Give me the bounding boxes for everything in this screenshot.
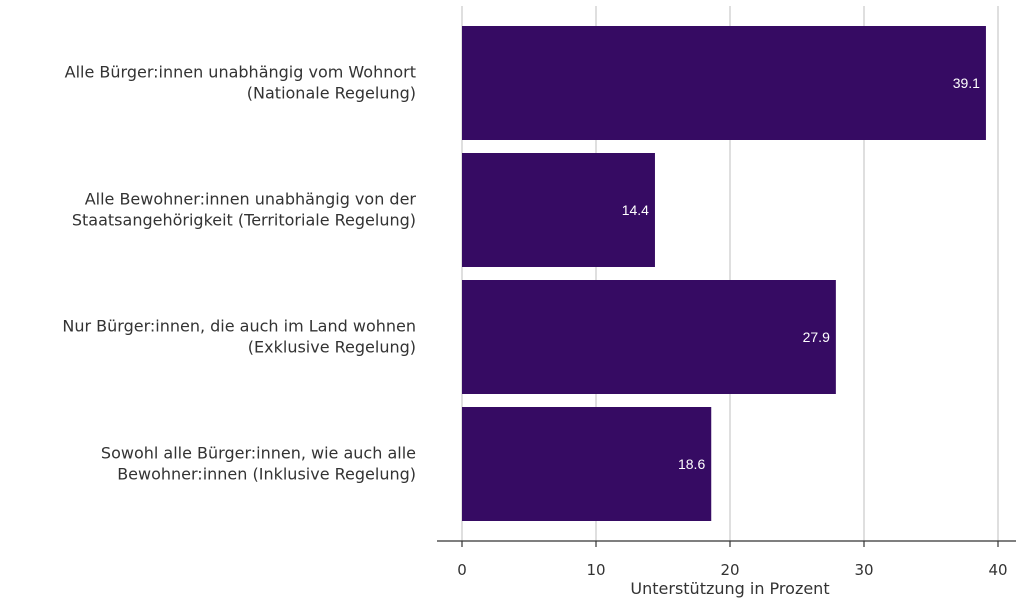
category-label: (Nationale Regelung) [247,84,416,103]
bar [462,26,986,140]
category-label: Sowohl alle Bürger:innen, wie auch alle [101,444,416,463]
category-label: Alle Bewohner:innen unabhängig von der [85,190,417,209]
bar [462,407,712,521]
x-tick-label: 20 [720,561,739,579]
category-labels: Alle Bürger:innen unabhängig vom Wohnort… [62,63,416,484]
category-label: Staatsangehörigkeit (Territoriale Regelu… [72,211,416,230]
data-label: 18.6 [678,456,705,472]
x-tick-label: 40 [988,561,1007,579]
category-label: Nur Bürger:innen, die auch im Land wohne… [62,317,416,336]
bar [462,280,836,394]
category-label: (Exklusive Regelung) [248,338,416,357]
x-tick-label: 10 [586,561,605,579]
data-label: 39.1 [953,75,980,91]
x-axis-title: Unterstützung in Prozent [630,579,829,598]
category-label: Alle Bürger:innen unabhängig vom Wohnort [65,63,416,82]
data-label: 27.9 [803,329,830,345]
bars: 39.1 14.4 27.9 18.6 [462,26,986,521]
bar [462,153,655,267]
data-label: 14.4 [622,202,649,218]
x-tick-label: 0 [457,561,467,579]
category-label: Bewohner:innen (Inklusive Regelung) [117,465,416,484]
x-axis: 0 10 20 30 40 [437,540,1016,579]
x-tick-label: 30 [854,561,873,579]
